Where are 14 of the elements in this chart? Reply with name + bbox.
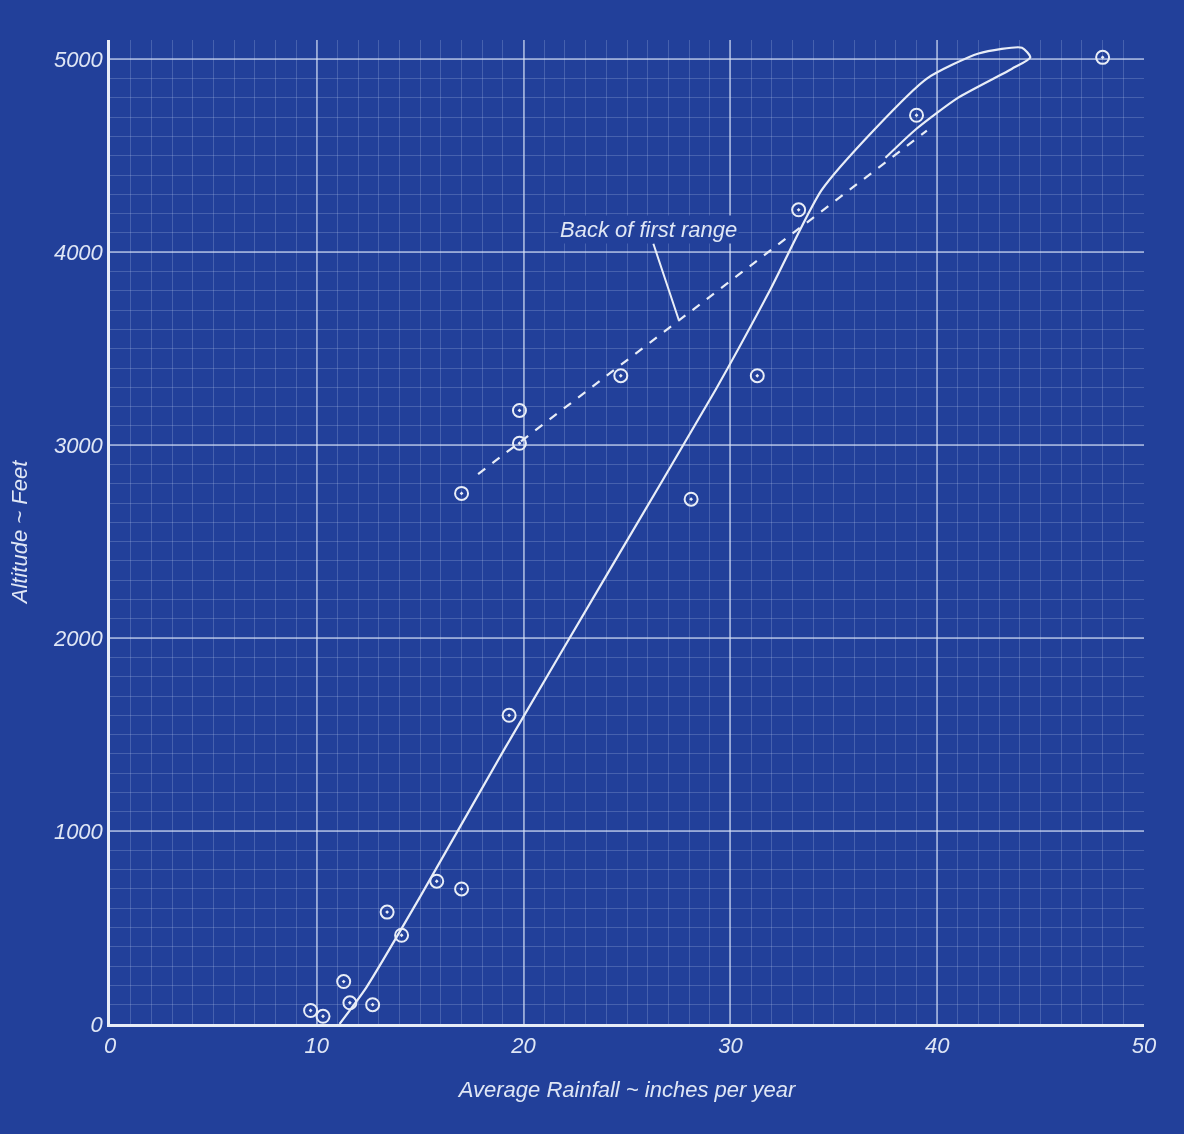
x-tick-label: 50: [1131, 1033, 1157, 1059]
annotation: Back of first range: [560, 217, 738, 242]
y-tick-label: 0: [90, 1011, 104, 1037]
x-axis-title: Average Rainfall ~ inches per year: [456, 1077, 797, 1103]
x-tick-label: 20: [510, 1033, 537, 1059]
y-tick-label: 1000: [53, 818, 104, 844]
x-tick-label: 10: [304, 1033, 330, 1059]
y-tick-label: 5000: [53, 46, 104, 72]
x-tick-label: 30: [718, 1033, 744, 1059]
x-tick-label: 40: [924, 1033, 951, 1059]
y-axis-title: Altitude ~ Feet: [6, 459, 32, 606]
y-tick-label: 4000: [53, 239, 104, 265]
y-tick-label: 3000: [53, 432, 104, 458]
y-tick-label: 2000: [52, 625, 104, 651]
